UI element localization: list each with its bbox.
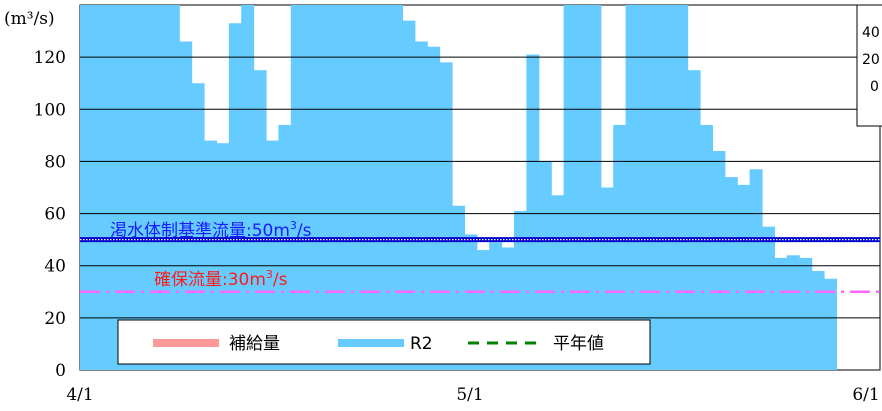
y-tick-label-20: 20 xyxy=(44,309,66,329)
bar-r2-day-30 xyxy=(439,62,453,371)
inset-tick-40: 40 xyxy=(862,25,880,41)
x-tick-label-4-1: 4/1 xyxy=(66,385,93,405)
bar-r2-day-27 xyxy=(402,20,416,370)
legend-label-supply: 補給量 xyxy=(229,334,280,354)
bar-r2-day-29 xyxy=(427,46,441,371)
bar-r2-day-24 xyxy=(365,5,379,370)
bar-r2-day-23 xyxy=(352,5,366,370)
bar-r2-day-20 xyxy=(315,5,329,370)
bar-r2-day-52 xyxy=(712,151,726,370)
y-tick-label-40: 40 xyxy=(44,257,66,277)
x-tick-label-5-1: 5/1 xyxy=(456,385,483,405)
bar-r2-day-53 xyxy=(724,177,738,370)
bar-r2-day-47 xyxy=(650,5,664,370)
bar-r2-day-49 xyxy=(675,5,689,370)
bar-r2-day-50 xyxy=(687,70,701,371)
inset-tick-0: 0 xyxy=(870,79,879,95)
bar-r2-day-8 xyxy=(166,5,180,370)
bar-r2-day-55 xyxy=(749,169,763,370)
y-tick-label-80: 80 xyxy=(44,152,66,172)
y-tick-label-100: 100 xyxy=(34,100,66,120)
bar-r2-day-5 xyxy=(129,5,143,370)
y-tick-label-120: 120 xyxy=(34,48,66,68)
y-tick-label-0: 0 xyxy=(55,361,66,381)
secured-flow-label: 確保流量:30m3/s xyxy=(154,268,288,290)
bar-r2-day-56 xyxy=(762,226,775,370)
bar-r2-day-26 xyxy=(390,5,403,370)
bar-r2-day-42 xyxy=(588,5,602,370)
reference-lines xyxy=(80,237,880,294)
inset-tick-20: 20 xyxy=(862,52,880,68)
legend-swatch-r2 xyxy=(338,339,404,347)
x-tick-label-6-1: 6/1 xyxy=(852,385,879,405)
drought-standard-label: 渇水体制基準流量:50m3/s xyxy=(110,219,312,241)
bar-r2-day-40 xyxy=(563,5,577,370)
bars-layer xyxy=(80,5,837,371)
bar-r2-day-22 xyxy=(340,5,354,370)
bar-r2-day-3 xyxy=(104,5,118,370)
bar-r2-day-59 xyxy=(799,257,813,370)
bar-r2-day-21 xyxy=(328,5,341,370)
bar-r2-day-9 xyxy=(179,41,193,370)
bar-r2-day-14 xyxy=(241,5,255,370)
y-tick-label-60: 60 xyxy=(44,205,66,225)
bar-r2-day-12 xyxy=(216,143,230,370)
x-ticks: 4/1 5/1 6/1 xyxy=(66,385,879,405)
inset-box xyxy=(856,4,882,127)
bar-r2-day-2 xyxy=(92,5,106,370)
bar-r2-day-1 xyxy=(80,5,93,370)
bar-r2-day-15 xyxy=(253,70,267,371)
bar-r2-day-57 xyxy=(774,257,788,370)
bar-r2-day-7 xyxy=(154,5,168,370)
bar-r2-day-13 xyxy=(228,23,242,370)
bar-r2-day-45 xyxy=(625,5,639,370)
bar-r2-day-61 xyxy=(824,278,837,370)
bar-r2-day-44 xyxy=(613,124,627,371)
grid-layer xyxy=(80,56,880,319)
legend: 補給量 R2 平年値 xyxy=(117,319,651,365)
bar-r2-day-11 xyxy=(204,140,217,370)
bar-r2-day-51 xyxy=(700,124,713,371)
bar-r2-day-58 xyxy=(786,255,800,370)
bar-r2-day-18 xyxy=(290,5,304,370)
y-ticks: 0 20 40 60 80 100 120 xyxy=(34,48,66,381)
bar-r2-day-54 xyxy=(737,184,751,370)
bar-r2-day-19 xyxy=(303,5,317,370)
bar-r2-day-28 xyxy=(414,41,428,370)
legend-label-r2: R2 xyxy=(410,334,433,354)
bar-r2-day-41 xyxy=(576,5,589,370)
bar-r2-day-4 xyxy=(117,5,131,370)
legend-label-normal: 平年値 xyxy=(553,334,604,354)
legend-swatch-supply xyxy=(153,339,219,347)
bar-r2-day-25 xyxy=(377,5,391,370)
bar-r2-day-16 xyxy=(266,140,279,370)
bar-r2-day-60 xyxy=(811,270,825,370)
bar-r2-day-17 xyxy=(278,124,292,371)
bar-r2-day-48 xyxy=(662,5,676,370)
bar-r2-day-10 xyxy=(191,83,205,371)
inset-chart: 40 20 0 xyxy=(856,4,882,127)
bar-r2-day-6 xyxy=(142,5,155,370)
y-unit-label: (m³/s) xyxy=(4,9,55,29)
bar-r2-day-46 xyxy=(638,5,651,370)
